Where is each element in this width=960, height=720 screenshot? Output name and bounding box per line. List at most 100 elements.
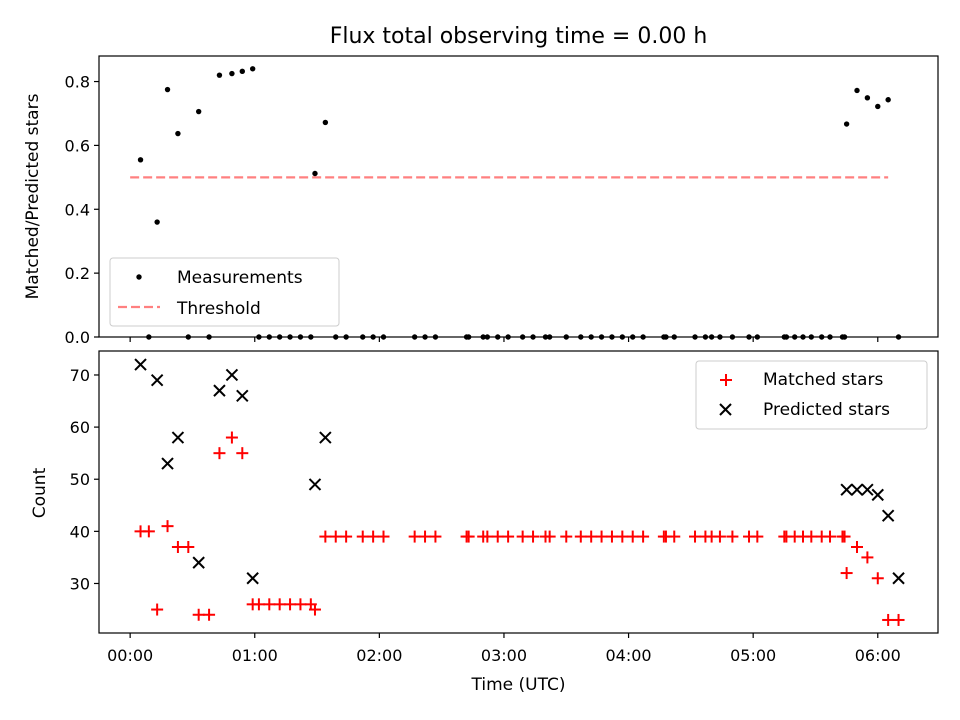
- measurement-point: [137, 157, 144, 163]
- matched-star-point: [171, 540, 184, 553]
- bottom-legend-box: [695, 360, 928, 430]
- x-tick-label: 04:00: [606, 646, 652, 665]
- matched-star-point: [689, 530, 702, 543]
- matched-star-point: [142, 525, 155, 538]
- matched-star-point: [252, 598, 265, 611]
- matched-star-point: [805, 530, 818, 543]
- predicted-star-point: [213, 384, 226, 397]
- predicted-star-point: [192, 556, 205, 569]
- matched-star-point: [668, 530, 681, 543]
- measurement-point: [154, 219, 160, 225]
- top-y-tick-label: 0.8: [65, 73, 90, 92]
- matched-star-point: [273, 598, 286, 611]
- top-legend: Measurements Threshold: [109, 257, 340, 327]
- matched-star-point: [151, 603, 164, 616]
- predicted-star-point: [319, 431, 332, 444]
- matched-star-point: [481, 530, 494, 543]
- matched-star-point: [408, 530, 421, 543]
- matched-star-point: [236, 447, 249, 460]
- x-tick-label: 02:00: [356, 646, 402, 665]
- matched-star-point: [367, 530, 380, 543]
- legend-matched-label: Matched stars: [763, 370, 883, 390]
- matched-star-point: [838, 530, 851, 543]
- x-tick-label: 00:00: [107, 646, 153, 665]
- measurement-point: [249, 66, 256, 72]
- legend-measurements-marker: [136, 274, 142, 280]
- matched-star-point: [340, 530, 353, 543]
- matched-star-point: [161, 520, 174, 533]
- matched-star-point: [377, 530, 390, 543]
- matched-star-point: [574, 530, 587, 543]
- top-y-tick-label: 0.2: [65, 264, 90, 283]
- matched-star-point: [840, 567, 853, 580]
- matched-star-point: [595, 530, 608, 543]
- measurement-point: [312, 170, 318, 177]
- measurement-point: [864, 95, 871, 101]
- bottom-y-tick-label: 30: [70, 574, 90, 593]
- bottom-y-tick-label: 50: [70, 470, 90, 489]
- matched-star-point: [225, 431, 238, 444]
- predicted-star-point: [861, 483, 874, 496]
- measurement-point: [216, 72, 223, 78]
- matched-star-point: [284, 598, 297, 611]
- matched-star-point: [882, 613, 895, 626]
- matched-star-point: [329, 530, 342, 543]
- matched-star-point: [294, 598, 307, 611]
- matched-star-point: [585, 530, 598, 543]
- matched-star-point: [419, 530, 432, 543]
- matched-star-point: [605, 530, 618, 543]
- bottom-y-tick-label: 70: [70, 366, 90, 385]
- measurement-point: [854, 87, 860, 94]
- predicted-star-point: [881, 509, 895, 522]
- matched-star-point: [516, 530, 529, 543]
- matched-star-point: [527, 530, 540, 543]
- x-tick-label: 01:00: [232, 646, 278, 665]
- matched-star-point: [308, 603, 321, 616]
- chart-title: Flux total observing time = 0.00 h: [330, 24, 708, 49]
- matched-star-point: [637, 530, 650, 543]
- matched-star-point: [319, 530, 332, 543]
- measurement-point: [195, 108, 202, 115]
- matched-star-point: [751, 530, 764, 543]
- top-axes-frame: [98, 55, 939, 338]
- legend-predicted-marker: [719, 403, 732, 416]
- measurement-point: [239, 68, 245, 75]
- matched-star-point: [192, 608, 205, 621]
- x-tick-label: 06:00: [855, 646, 901, 665]
- top-y-axis-label: Matched/Predicted stars: [23, 93, 43, 299]
- matched-star-point: [491, 530, 504, 543]
- bottom-legend: Matched stars Predicted stars: [695, 360, 928, 430]
- measurement-point: [175, 130, 181, 137]
- matched-star-point: [824, 530, 837, 543]
- matched-star-point: [356, 530, 369, 543]
- count-panel: Count Time (UTC) 30 40 50 60 70 00:00 01:00 02:…: [30, 350, 939, 695]
- top-y-tick-label: 0.0: [65, 328, 90, 347]
- top-y-tick-label: 0.6: [65, 136, 90, 155]
- predicted-star-point: [236, 389, 249, 403]
- measurement-point: [885, 97, 891, 103]
- matched-star-point: [713, 530, 726, 543]
- predicted-star-point: [871, 488, 884, 502]
- x-axis-label: Time (UTC): [471, 675, 566, 695]
- matched-star-point: [560, 530, 573, 543]
- legend-threshold-label: Threshold: [176, 299, 261, 319]
- bottom-axes-frame: [98, 350, 939, 634]
- matched-star-point: [626, 530, 639, 543]
- predicted-star-point: [134, 358, 147, 371]
- legend-predicted-label: Predicted stars: [763, 400, 890, 420]
- matched-star-point: [861, 551, 874, 564]
- predicted-star-point: [171, 431, 185, 444]
- measurement-point: [322, 119, 329, 126]
- matched-star-point: [213, 447, 226, 460]
- bottom-y-axis-label: Count: [30, 467, 50, 518]
- predicted-star-point: [161, 457, 174, 470]
- matched-star-point: [543, 530, 556, 543]
- matched-star-point: [182, 540, 195, 553]
- x-tick-label: 03:00: [481, 646, 527, 665]
- matched-star-point: [263, 598, 276, 611]
- predicted-star-point: [246, 572, 259, 585]
- predicted-star-point: [308, 478, 322, 491]
- top-y-tick-label: 0.4: [65, 200, 90, 219]
- predicted-star-point: [840, 483, 853, 496]
- matched-star-point: [871, 572, 884, 585]
